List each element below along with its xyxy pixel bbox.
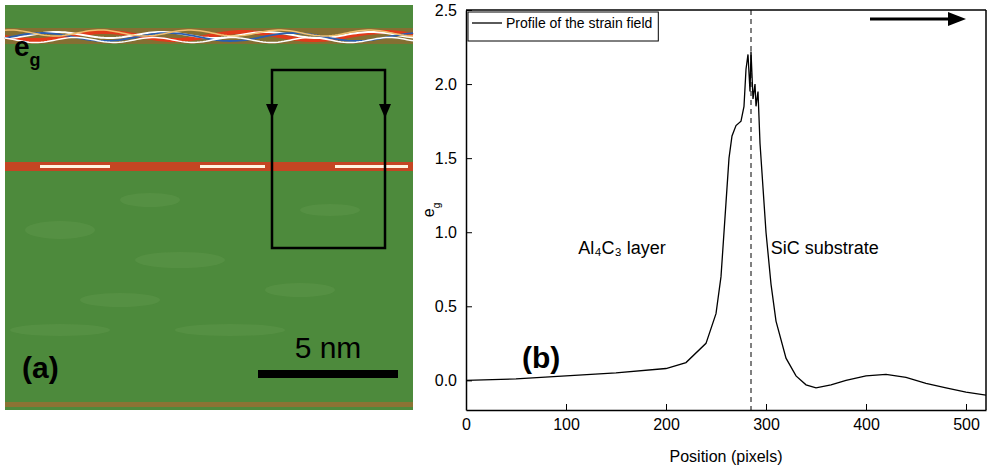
y-tick: 1.0 [435, 224, 472, 241]
x-tick-mark [766, 404, 767, 410]
y-tick: 0.5 [435, 298, 472, 315]
y-tick: 2.5 [435, 2, 472, 19]
scale-label: 5 nm [295, 331, 362, 364]
y-tick-label: 1.5 [435, 150, 457, 167]
map-strand [5, 30, 413, 36]
map-texture [120, 193, 180, 207]
x-tick-mark [566, 404, 567, 410]
map-texture [10, 324, 110, 336]
y-tick: 2.0 [435, 76, 472, 93]
y-tick-mark [466, 232, 472, 233]
frame [466, 9, 986, 11]
panel-label: (a) [22, 351, 59, 384]
y-tick-mark [466, 10, 472, 11]
map-band [5, 28, 413, 44]
interface-line [5, 162, 413, 171]
interface-highlight [40, 165, 110, 168]
direction-arrow-head [948, 12, 966, 26]
y-tick-mark [466, 84, 472, 85]
interface-highlight [335, 165, 408, 168]
interface-highlight [200, 165, 265, 168]
x-axis-line [467, 410, 987, 412]
circuit [272, 70, 385, 248]
y-tick-label: 0.5 [435, 298, 457, 315]
legend: Profile of the strain field [468, 12, 658, 41]
map-texture [135, 252, 225, 268]
map-background [5, 5, 413, 410]
x-tick-label: 0 [462, 416, 471, 433]
y-axis-title: eg [420, 203, 442, 217]
map-strand [5, 38, 413, 43]
scale-bar [258, 370, 398, 378]
y-tick-label: 2.0 [435, 76, 457, 93]
field-label: eg [14, 31, 41, 70]
map-texture [80, 293, 160, 307]
region-label: Al₄C₃ layer [578, 238, 666, 258]
panel-label: (b) [522, 341, 560, 374]
x-tick: 200 [653, 404, 680, 433]
circuit-arrow [266, 104, 278, 118]
plot-area [466, 10, 986, 410]
direction-arrow [870, 18, 952, 21]
x-tick-label: 300 [753, 416, 780, 433]
legend-box [468, 12, 658, 41]
x-tick-mark [966, 404, 967, 410]
x-tick-label: 200 [653, 416, 680, 433]
region-label: SiC substrate [771, 238, 879, 258]
x-tick-label: 100 [553, 416, 580, 433]
panel-b: 0 100 200 300 400 500 0.0 0.5 1.0 1.5 2.0 2.5 Positi… [420, 2, 987, 465]
x-tick-mark [866, 404, 867, 410]
x-tick: 400 [853, 404, 880, 433]
map-strand [5, 33, 413, 41]
y-tick-mark [466, 306, 472, 307]
y-tick-label: 1.0 [435, 224, 457, 241]
profile-line [466, 51, 986, 395]
y-axis-line [466, 11, 468, 411]
circuit-arrow [379, 104, 391, 118]
y-tick-label: 0.0 [435, 372, 457, 389]
y-tick-mark [466, 158, 472, 159]
legend-swatch [472, 22, 502, 23]
frame [985, 10, 987, 410]
x-axis: 0 100 200 300 400 500 [462, 404, 986, 433]
map-texture [25, 221, 95, 239]
legend-label: Profile of the strain field [506, 15, 652, 31]
y-tick: 1.5 [435, 150, 472, 167]
map-texture [300, 204, 360, 216]
panel-a: 5 nm (a) eg [5, 5, 413, 410]
map-band [5, 402, 413, 407]
x-tick-label: 500 [953, 416, 980, 433]
x-tick: 100 [553, 404, 580, 433]
x-tick-mark [666, 404, 667, 410]
x-tick-label: 400 [853, 416, 880, 433]
x-axis-title: Position (pixels) [670, 448, 783, 465]
figure: 5 nm (a) eg 0 100 200 300 400 500 0.0 0.5 1.0 1.5 2.0… [0, 0, 998, 474]
x-tick: 300 [753, 404, 780, 433]
map-texture [265, 283, 335, 297]
y-tick-label: 2.5 [435, 2, 457, 19]
x-tick: 500 [953, 404, 980, 433]
map-texture [175, 324, 285, 336]
